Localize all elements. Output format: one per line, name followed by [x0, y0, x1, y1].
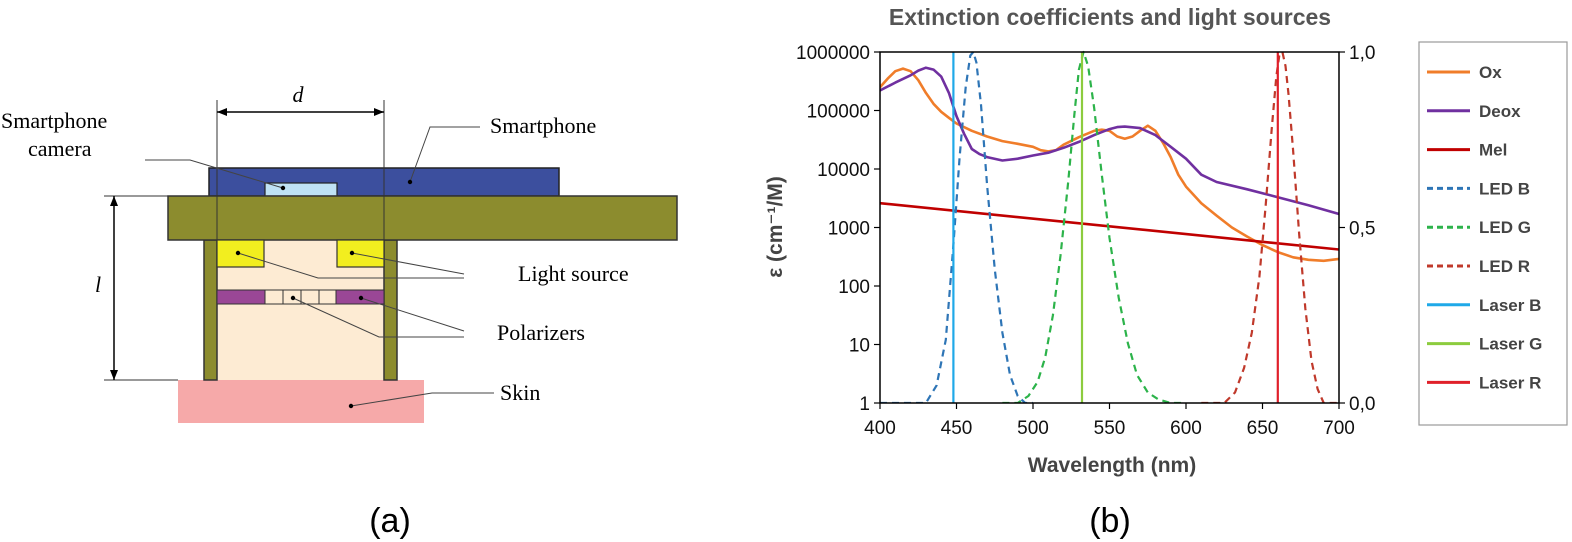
y2-tick-label: 0,5 — [1349, 219, 1375, 240]
legend-label-laser-g: Laser G — [1479, 335, 1542, 354]
device-diagram: d l Smartphone camera — [1, 82, 678, 423]
label-camera-line1: Smartphone — [1, 108, 107, 133]
left-wall — [203, 239, 218, 381]
dimension-l — [104, 195, 204, 381]
legend-label-laser-r: Laser R — [1479, 373, 1541, 392]
x-tick-label: 700 — [1323, 418, 1355, 439]
legend-label-led-g: LED G — [1479, 218, 1531, 237]
y-tick-label: 1 — [859, 394, 870, 415]
leader-light-right — [351, 252, 465, 275]
chart-axes: 400 450 500 550 600 650 700 1 10 100 1000 10000 1000… — [796, 43, 1375, 439]
chart-title: Extinction coefficients and light source… — [889, 4, 1331, 30]
y2-tick-label: 1,0 — [1349, 43, 1375, 64]
series-led-r — [1201, 50, 1339, 403]
label-smartphone: Smartphone — [490, 113, 596, 138]
polarizer-center — [264, 289, 337, 305]
x-tick-label: 500 — [1017, 418, 1049, 439]
leader-skin — [350, 392, 494, 407]
leader-light-left — [237, 252, 464, 279]
label-l: l — [95, 272, 101, 297]
label-skin: Skin — [500, 380, 540, 405]
light-source-right — [336, 239, 385, 268]
leader-pol-center — [292, 297, 464, 338]
polarizer-left — [216, 289, 266, 305]
support-board — [167, 195, 678, 241]
series-ox — [880, 67, 1339, 263]
dimension-d — [216, 100, 385, 240]
y-tick-label: 1000 — [828, 219, 870, 240]
leader-camera — [145, 159, 284, 189]
legend: Ox Deox Mel LED B LED G LED R Laser B Laser G La… — [1427, 63, 1542, 392]
label-camera-line2: camera — [28, 136, 92, 161]
series-led-g — [1002, 50, 1186, 403]
legend-label-led-b: LED B — [1479, 179, 1530, 198]
legend-label-deox: Deox — [1479, 102, 1521, 121]
x-tick-label: 550 — [1094, 418, 1126, 439]
chart: Extinction coefficients and light source… — [764, 4, 1568, 477]
y-axis-label: ε (cm⁻¹/M) — [764, 176, 787, 278]
y-tick-label: 100000 — [807, 102, 870, 123]
series-led-b — [880, 50, 1033, 403]
x-tick-label: 400 — [864, 418, 896, 439]
leader-lines — [145, 126, 494, 407]
x-tick-label: 450 — [941, 418, 973, 439]
legend-label-mel: Mel — [1479, 141, 1507, 160]
label-light-source: Light source — [518, 261, 629, 286]
smartphone-camera — [264, 182, 338, 197]
legend-label-led-r: LED R — [1479, 257, 1530, 276]
y-tick-label: 10 — [849, 336, 870, 357]
chart-series — [880, 50, 1339, 403]
x-axis-label: Wavelength (nm) — [1028, 454, 1196, 477]
legend-label-ox: Ox — [1479, 63, 1502, 82]
legend-label-laser-b: Laser B — [1479, 296, 1541, 315]
label-polarizers: Polarizers — [497, 320, 585, 345]
x-tick-label: 650 — [1247, 418, 1279, 439]
x-tick-label: 600 — [1170, 418, 1202, 439]
legend-box — [1418, 41, 1568, 426]
leader-smartphone — [409, 126, 480, 183]
y2-tick-label: 0,0 — [1349, 394, 1375, 415]
y-tick-label: 1000000 — [796, 43, 870, 64]
series-mel — [880, 201, 1339, 251]
label-d: d — [293, 82, 305, 107]
leader-dots — [235, 179, 413, 409]
y-tick-label: 100 — [838, 277, 870, 298]
y-tick-label: 10000 — [817, 160, 870, 181]
caption-b: (b) — [1089, 502, 1131, 540]
series-deox — [880, 66, 1339, 216]
leader-pol-right — [360, 297, 465, 332]
caption-a: (a) — [369, 502, 411, 540]
skin-layer — [178, 380, 424, 423]
